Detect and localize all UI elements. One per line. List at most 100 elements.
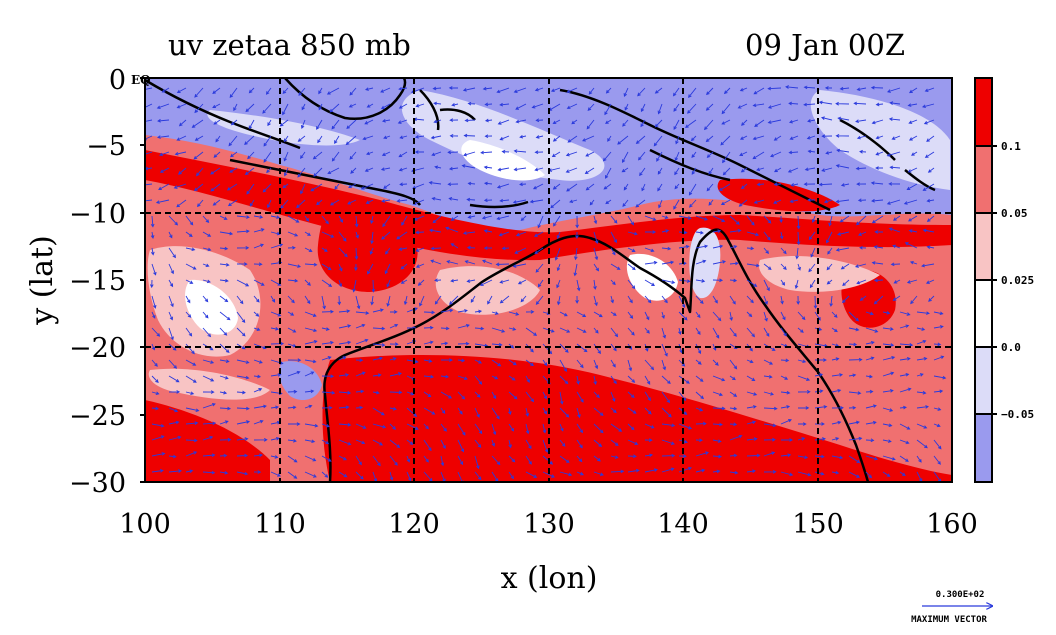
wind-vector-arrow [230, 151, 238, 158]
wind-vector-arrow [889, 165, 901, 170]
wind-vector-arrow [185, 311, 192, 318]
wind-vector-arrow [695, 343, 702, 355]
wind-vector-arrow [202, 421, 217, 426]
wind-vector-arrow [839, 215, 850, 223]
wind-vector-arrow [380, 87, 391, 93]
wind-vector-arrow [610, 407, 617, 414]
wind-vector-arrow [384, 263, 391, 275]
wind-vector-arrow [933, 375, 947, 380]
wind-vector-arrow [287, 389, 298, 394]
wind-vector-arrow [854, 263, 867, 268]
wind-vector-arrow [687, 103, 697, 114]
wind-vector-arrow [593, 263, 600, 272]
wind-vector-arrow [556, 231, 561, 239]
wind-vector-arrow [738, 199, 748, 207]
wind-vector-arrow [780, 405, 791, 409]
wind-vector-arrow [433, 101, 442, 106]
wind-vector-arrow [821, 167, 833, 172]
wind-vector-arrow [287, 405, 297, 410]
wind-vector-arrow [338, 231, 347, 242]
wind-vector-arrow [168, 359, 178, 369]
wind-vector-arrow [593, 215, 598, 225]
wind-vector-arrow [519, 182, 527, 187]
wind-vector-arrow [355, 323, 366, 329]
wind-vector-arrow [321, 327, 330, 331]
wind-vector-arrow [746, 453, 761, 458]
wind-vector-arrow [610, 215, 618, 224]
wind-vector-arrow [219, 295, 229, 303]
colorbar-swatch [975, 414, 992, 482]
wind-vector-arrow [300, 151, 306, 159]
colorbar-label: 0.1 [1001, 140, 1021, 153]
wind-vector-arrow [525, 310, 535, 314]
wind-vector-arrow [922, 183, 935, 191]
wind-vector-arrow [381, 199, 391, 203]
wind-vector-arrow [389, 323, 399, 329]
wind-vector-arrow [185, 231, 193, 237]
wind-vector-arrow [746, 327, 756, 338]
wind-vector-arrow [644, 423, 655, 429]
wind-vector-arrow [447, 150, 459, 155]
positive-band-south [322, 355, 952, 482]
wind-vector-arrow [253, 262, 263, 267]
wind-vector-arrow [168, 295, 174, 308]
wind-vector-arrow [925, 279, 935, 284]
wind-vector-arrow [145, 87, 153, 92]
wind-vector-arrow [185, 295, 191, 304]
wind-vector-arrow [466, 279, 476, 283]
wind-vector-arrow [831, 373, 844, 377]
wind-vector-arrow [892, 244, 901, 249]
wind-vector-arrow [916, 390, 927, 395]
wind-vector-arrow [576, 471, 584, 476]
wind-vector-arrow [695, 421, 707, 426]
wind-vector-arrow [729, 359, 738, 370]
wind-vector-arrow [434, 278, 442, 283]
wind-vector-arrow [386, 279, 391, 288]
wind-vector-arrow [529, 199, 544, 204]
wind-vector-arrow [474, 423, 483, 435]
wind-vector-arrow [848, 391, 862, 395]
wind-vector-arrow [882, 423, 893, 428]
wind-vector-arrow [513, 149, 527, 153]
wind-vector-arrow [304, 295, 311, 305]
wind-vector-arrow [604, 103, 612, 116]
wind-vector-arrow [304, 359, 317, 364]
wind-vector-arrow [483, 181, 493, 186]
vector-key: 0.300E+02 MAXIMUM VECTOR [911, 590, 992, 625]
wind-vector-arrow [168, 375, 180, 383]
wind-vector-arrow [559, 311, 568, 317]
wind-vector-arrow [688, 183, 697, 196]
wind-vector-arrow [498, 231, 510, 237]
wind-vector-arrow [515, 231, 527, 237]
wind-vector-arrow [593, 407, 604, 416]
wind-vector-arrow [865, 374, 873, 379]
wind-vector-arrow [440, 326, 450, 331]
wind-vector-arrow [773, 167, 782, 173]
wind-vector-arrow [491, 359, 502, 367]
wind-vector-arrow [780, 453, 792, 458]
wind-vector-arrow [338, 279, 343, 288]
wind-vector-arrow [788, 101, 799, 106]
wind-vector-arrow [491, 455, 501, 466]
wind-vector-arrow [551, 151, 561, 157]
wind-vector-arrow [873, 245, 884, 249]
wind-vector-arrow [525, 407, 530, 417]
wind-vector-arrow [534, 150, 544, 155]
wind-vector-arrow [297, 167, 306, 178]
wind-vector-arrow [457, 391, 466, 400]
wind-vector-arrow [304, 215, 309, 222]
wind-vector-arrow [202, 247, 212, 252]
wind-vector-arrow [288, 422, 301, 426]
wind-vector-arrow [168, 215, 179, 226]
wind-vector-arrow [708, 167, 714, 175]
wind-vector-arrow [826, 263, 833, 271]
wind-vector-arrow [457, 455, 464, 466]
wind-vector-arrow [151, 468, 164, 473]
wind-vector-arrow [890, 262, 901, 267]
wind-vector-arrow [712, 311, 722, 322]
wind-vector-arrow [566, 183, 578, 192]
wind-vector-arrow [856, 182, 867, 186]
wind-vector-arrow [797, 471, 812, 477]
wind-vector-arrow [933, 342, 942, 347]
wind-vector-arrow [712, 278, 724, 283]
